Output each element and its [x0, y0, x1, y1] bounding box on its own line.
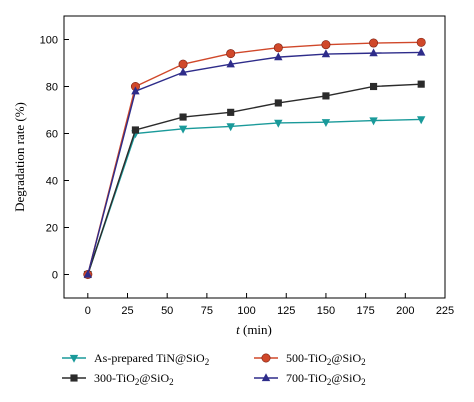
- y-tick-label: 0: [52, 270, 58, 282]
- data-point: [83, 269, 93, 278]
- x-axis-unit: (min): [240, 322, 272, 337]
- x-tick-label: 75: [201, 305, 213, 317]
- legend-swatch-marker: [69, 354, 79, 363]
- data-point: [321, 119, 331, 128]
- data-point: [417, 80, 425, 88]
- y-axis-title: Degradation rate (%): [12, 102, 27, 212]
- x-tick-label: 125: [277, 305, 295, 317]
- legend-swatch-marker: [261, 373, 271, 382]
- data-point: [178, 67, 188, 76]
- data-point: [416, 37, 426, 47]
- y-tick-label: 100: [40, 35, 58, 47]
- x-tick-label: 0: [85, 305, 91, 317]
- data-point: [226, 59, 235, 68]
- x-tick-label: 50: [161, 305, 173, 317]
- data-point: [131, 86, 140, 95]
- data-point: [274, 99, 282, 107]
- data-point: [369, 38, 379, 48]
- data-point: [369, 117, 378, 126]
- x-axis-variable: t: [236, 322, 240, 337]
- legend-item: 700-TiO2@SiO2: [254, 371, 366, 387]
- data-point: [226, 49, 236, 59]
- x-tick-label: 150: [317, 305, 335, 317]
- data-point: [416, 116, 426, 125]
- series-1: [84, 80, 425, 279]
- series-line: [87, 41, 422, 275]
- y-tick-label: 60: [46, 129, 58, 141]
- x-tick-label: 100: [237, 305, 255, 317]
- x-tick-label: 200: [396, 305, 414, 317]
- legend-label: 500-TiO2@SiO2: [286, 351, 366, 367]
- series-0: [83, 116, 426, 280]
- legend-item: 500-TiO2@SiO2: [254, 351, 366, 367]
- x-tick-label: 175: [356, 305, 374, 317]
- x-axis-title: t (min): [236, 322, 272, 337]
- y-tick-label: 80: [46, 82, 58, 94]
- series-line: [87, 83, 422, 275]
- legend-item: 300-TiO2@SiO2: [62, 371, 174, 387]
- legend-label: 300-TiO2@SiO2: [94, 371, 174, 387]
- data-point: [131, 126, 140, 134]
- y-tick-label: 20: [46, 223, 58, 235]
- data-point: [321, 40, 331, 50]
- legend-label: 700-TiO2@SiO2: [286, 371, 366, 387]
- data-point: [369, 82, 378, 91]
- data-point: [322, 92, 330, 100]
- series-3: [83, 47, 426, 278]
- plot-frame: [63, 15, 446, 299]
- y-tick-label: 40: [46, 176, 58, 188]
- data-point: [321, 49, 331, 58]
- data-point: [273, 43, 283, 53]
- legend: As-prepared TiN@SiO2 500-TiO2@SiO2 300-TiO…: [62, 351, 366, 387]
- x-tick-label: 225: [436, 305, 454, 317]
- data-point: [227, 108, 235, 116]
- legend-item: As-prepared TiN@SiO2: [62, 351, 209, 367]
- data-point: [226, 123, 235, 132]
- series-2: [83, 37, 426, 279]
- data-point: [179, 113, 187, 121]
- legend-swatch-marker: [261, 353, 271, 363]
- axes-layer: 0 25 50 75 100 125 150 175 200 225 0 20 40 60 80 100: [40, 15, 454, 317]
- data-point: [178, 125, 188, 134]
- legend-swatch-marker: [70, 374, 78, 382]
- series-line: [87, 118, 422, 275]
- data-point: [274, 52, 283, 61]
- x-tick-label: 25: [121, 305, 133, 317]
- data-point: [178, 59, 188, 69]
- data-point: [416, 47, 426, 56]
- series-line: [87, 51, 422, 275]
- data-point: [369, 48, 378, 57]
- data-point: [274, 119, 283, 128]
- legend-label: As-prepared TiN@SiO2: [94, 351, 209, 367]
- series-layer: [83, 37, 426, 280]
